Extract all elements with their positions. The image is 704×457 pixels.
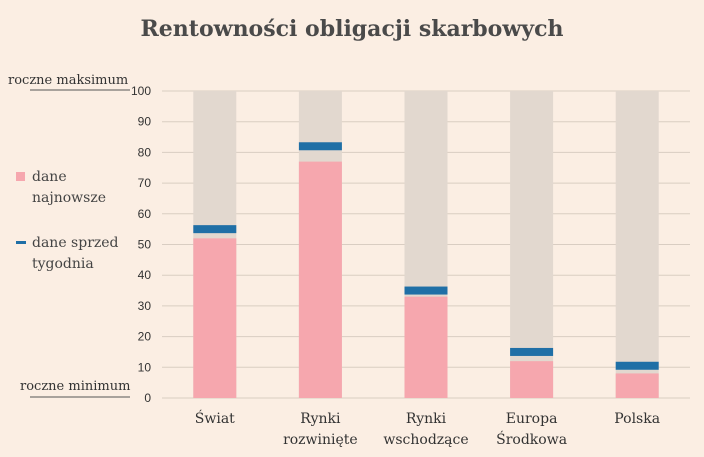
- y-tick-label: 70: [138, 176, 152, 190]
- bar-latest: [615, 373, 659, 398]
- chart-title: Rentowności obligacji skarbowych: [141, 16, 564, 42]
- y-tick-label: 20: [138, 330, 152, 344]
- legend-marker-latest: [16, 172, 25, 181]
- y-tick-label: 10: [138, 360, 152, 374]
- y-tick-label: 90: [138, 115, 152, 129]
- range-label-min: roczne minimum: [20, 379, 130, 394]
- marker-week-ago: [510, 347, 554, 356]
- x-category-label: Rynki: [406, 411, 447, 427]
- y-tick-label: 40: [138, 268, 152, 282]
- legend-label-week-ago: dane sprzed: [32, 235, 119, 251]
- marker-week-ago: [193, 225, 237, 234]
- x-category-label: Europa: [506, 411, 558, 427]
- range-label-max: roczne maksimum: [8, 73, 128, 88]
- bar-latest: [510, 361, 554, 398]
- y-tick-label: 0: [144, 391, 151, 405]
- marker-week-ago: [298, 142, 342, 151]
- x-category-label: Środkowa: [496, 430, 567, 448]
- y-tick-label: 80: [138, 145, 152, 159]
- x-category-label: Rynki: [300, 411, 341, 427]
- legend-label-latest: dane: [32, 169, 67, 185]
- bar-latest: [298, 161, 342, 398]
- x-category-label: rozwinięte: [283, 432, 358, 448]
- range-bar: [510, 91, 554, 398]
- marker-week-ago: [404, 286, 448, 295]
- bar-latest: [404, 296, 448, 398]
- legend-marker-week-ago: [16, 241, 26, 244]
- x-category-label: Świat: [195, 409, 235, 427]
- x-category-label: Polska: [614, 411, 660, 427]
- legend-label-week-ago: tygodnia: [32, 256, 94, 272]
- marker-week-ago: [615, 361, 659, 370]
- y-tick-label: 50: [138, 238, 152, 252]
- y-tick-label: 60: [138, 207, 152, 221]
- y-tick-label: 30: [138, 299, 152, 313]
- legend-label-latest: najnowsze: [32, 190, 106, 206]
- y-tick-label: 100: [131, 84, 151, 98]
- range-bar: [615, 91, 659, 398]
- bar-latest: [193, 238, 237, 398]
- x-category-label: wschodzące: [383, 432, 468, 448]
